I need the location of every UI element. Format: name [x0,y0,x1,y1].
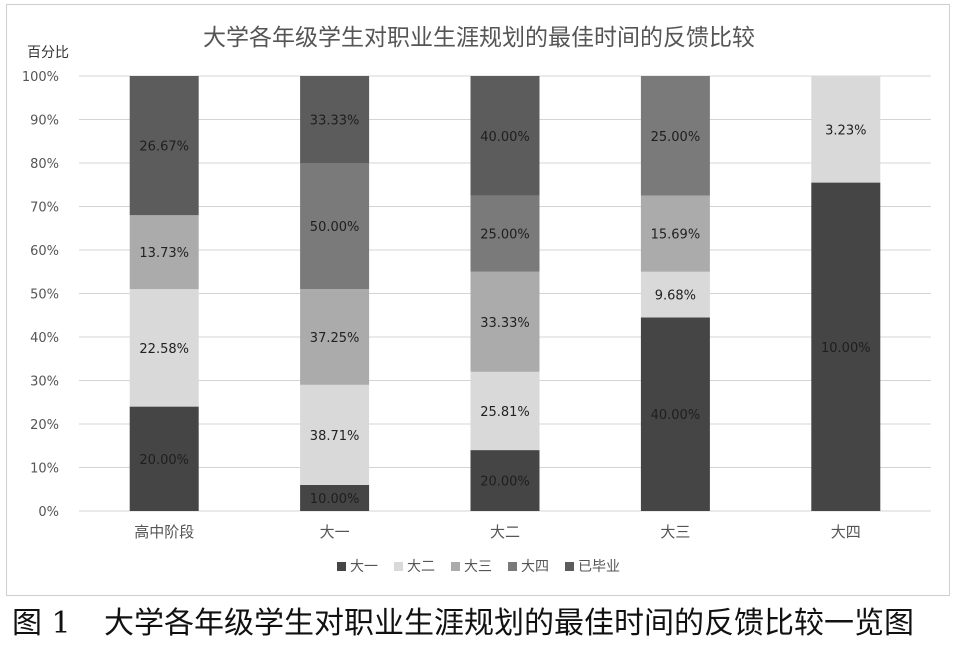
figure-caption-text: 大学各年级学生对职业生涯规划的最佳时间的反馈比较一览图 [104,606,914,641]
bar-segment [129,289,199,407]
bar-segment [640,195,710,272]
bar-segment [300,484,370,511]
bar-segment [811,76,881,183]
bar-segment [129,406,199,511]
data-label: 3.23% [825,123,866,138]
legend-label: 大三 [464,559,492,575]
x-tick-label: 大四 [831,523,861,541]
legend-label: 大一 [350,559,378,575]
data-label: 20.00% [480,475,530,490]
y-tick-label: 100% [22,70,59,85]
legend-item: 大一 [337,559,378,575]
figure-number: 图 1 [12,606,71,641]
chart-title: 大学各年级学生对职业生涯规划的最佳时间的反馈比较 [203,25,755,51]
bars [129,76,881,511]
data-label: 10.00% [821,341,871,356]
data-label: 25.00% [480,228,530,243]
y-tick-label: 40% [30,331,59,346]
figure-caption: 图 1 大学各年级学生对职业生涯规划的最佳时间的反馈比较一览图 [12,606,952,642]
data-label: 33.33% [480,316,530,331]
x-tick-label: 大一 [320,523,350,541]
bar-segment [470,195,540,272]
bar-segment [640,271,710,318]
chart-frame: 大学各年级学生对职业生涯规划的最佳时间的反馈比较 百分比 0% 10% 20% 30%… [6,4,950,596]
bar-segment [300,384,370,485]
x-axis-ticks: 高中阶段 大一 大二 大三 大四 [134,523,861,541]
legend-swatch [508,562,517,571]
y-axis-ticks: 0% 10% 20% 30% 40% 50% 60% 70% 80% 90% 100% [22,70,59,520]
x-tick-label: 大二 [490,523,520,541]
bar-segment [300,163,370,290]
bar-segment [129,215,199,290]
data-label: 40.00% [651,408,701,423]
x-tick-label: 高中阶段 [134,523,194,541]
legend-swatch [394,562,403,571]
y-tick-label: 50% [30,288,59,303]
y-tick-label: 70% [30,201,59,216]
data-label: 26.67% [139,140,189,155]
x-tick-label: 大三 [660,523,690,541]
legend-label: 大四 [521,559,549,575]
data-label: 25.81% [480,405,530,420]
data-label: 20.00% [139,453,189,468]
data-label: 22.58% [139,342,189,357]
y-tick-label: 30% [30,375,59,390]
data-label: 10.00% [310,492,360,507]
data-label: 38.71% [310,429,360,444]
data-label: 13.73% [139,246,189,261]
bar-segment [470,450,540,511]
y-tick-label: 10% [30,462,59,477]
y-tick-label: 0% [38,505,59,520]
legend-label: 已毕业 [578,559,620,575]
y-axis-label: 百分比 [27,45,69,61]
legend-swatch [337,562,346,571]
bar-segment [300,76,370,163]
legend-item: 已毕业 [565,559,620,575]
y-tick-label: 80% [30,157,59,172]
bar-segment [300,289,370,385]
data-labels: 20.00% 22.58% 13.73% 26.67% 10.00% 38.71% 37.2… [139,114,870,507]
bar-segment [470,371,540,451]
legend-item: 大四 [508,559,549,575]
bar-segment [811,182,881,511]
bar-segment [470,271,540,372]
bar-segment [640,317,710,511]
y-tick-label: 60% [30,244,59,259]
data-label: 25.00% [651,130,701,145]
y-tick-label: 20% [30,418,59,433]
legend-label: 大二 [407,559,435,575]
data-label: 33.33% [310,114,360,129]
stacked-bar-chart: 大学各年级学生对职业生涯规划的最佳时间的反馈比较 百分比 0% 10% 20% 30%… [22,25,931,575]
legend-swatch [451,562,460,571]
bar-segment [129,76,199,216]
legend-swatch [565,562,574,571]
legend-item: 大二 [394,559,435,575]
data-label: 9.68% [655,289,696,304]
data-label: 40.00% [480,130,530,145]
legend: 大一 大二 大三 大四 已毕业 [337,559,620,575]
data-label: 37.25% [310,331,360,346]
legend-item: 大三 [451,559,492,575]
bar-segment [470,76,540,196]
data-label: 15.69% [651,228,701,243]
y-tick-label: 90% [30,114,59,129]
bar-segment [640,76,710,196]
data-label: 50.00% [310,220,360,235]
